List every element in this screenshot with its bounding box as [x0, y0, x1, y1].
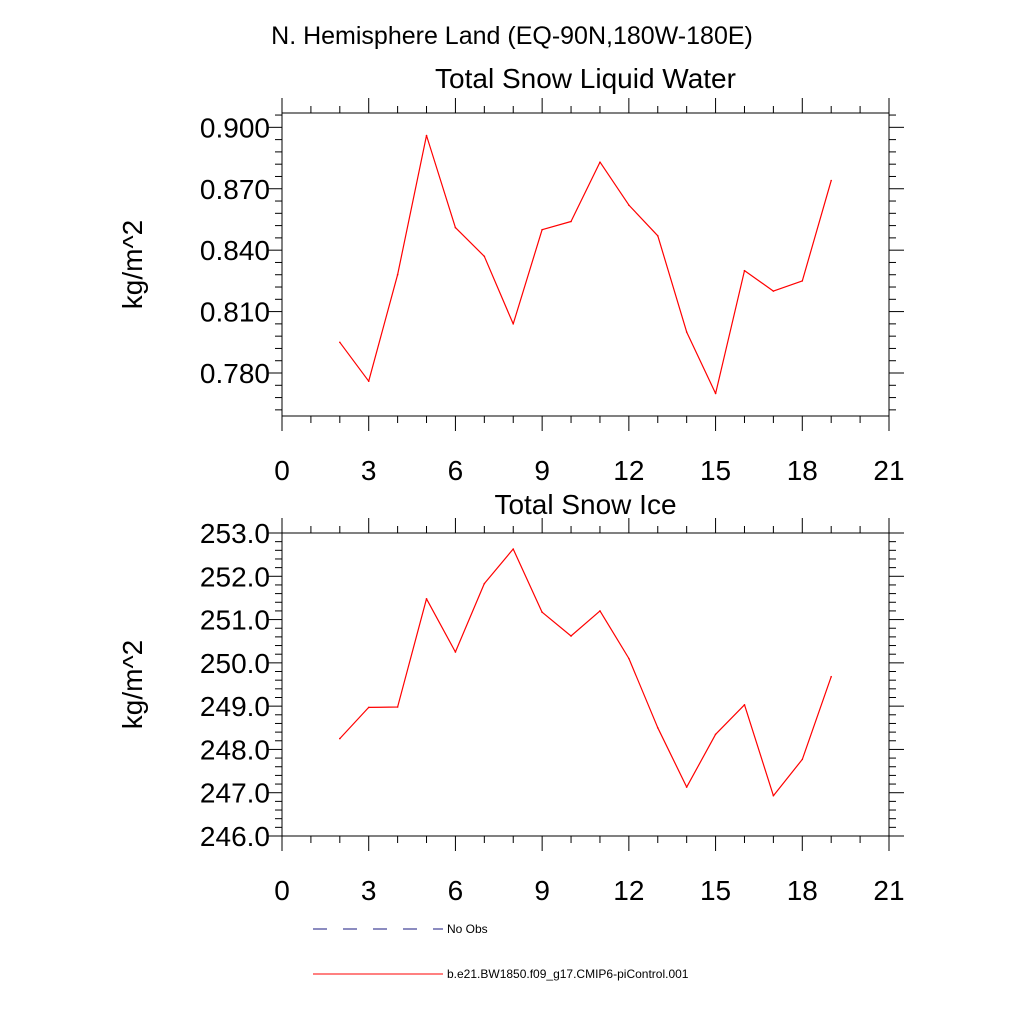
data-point — [512, 323, 515, 325]
data-point — [570, 635, 572, 637]
panel-title: Total Snow Liquid Water — [435, 63, 736, 94]
panel-title: Total Snow Ice — [494, 489, 676, 520]
figure-suptitle: N. Hemisphere Land (EQ-90N,180W-180E) — [271, 22, 753, 50]
x-tick-label: 9 — [534, 875, 550, 906]
data-point — [396, 273, 399, 276]
y-tick-label: 249.0 — [200, 691, 270, 722]
data-point — [801, 280, 804, 282]
legend: No Obs b.e21.BW1850.f09_g17.CMIP6-piContr… — [313, 922, 689, 981]
data-point — [483, 582, 486, 585]
data-point — [656, 235, 659, 237]
plot-frame — [281, 112, 890, 417]
data-point — [801, 758, 804, 761]
series-line — [339, 134, 832, 395]
legend-label: No Obs — [447, 922, 488, 936]
chart-panel-1: Total Snow Liquid Water 0 3 6 9 12 15 18 21 0.780… — [117, 63, 905, 486]
data-point — [512, 548, 515, 550]
data-point — [367, 380, 370, 382]
y-tick-label: 0.900 — [200, 112, 270, 143]
chart-panel-2: Total Snow Ice 0 3 6 9 12 15 18 21 246.0 247.0 248.… — [117, 489, 905, 906]
data-point — [830, 179, 832, 182]
data-point — [339, 341, 341, 344]
y-tick-label: 0.870 — [200, 174, 270, 205]
x-tick-label: 3 — [361, 875, 377, 906]
legend-label: b.e21.BW1850.f09_g17.CMIP6-piControl.001 — [447, 967, 689, 981]
y-tick-label: 251.0 — [200, 605, 270, 636]
data-point — [628, 204, 630, 206]
y-tick-label: 246.0 — [200, 821, 270, 852]
data-point — [628, 657, 630, 660]
y-tick-label: 252.0 — [200, 561, 270, 592]
data-point — [743, 704, 746, 706]
y-tick-label: 250.0 — [200, 648, 270, 679]
data-point — [599, 610, 601, 612]
data-point — [454, 226, 457, 229]
x-tick-label: 18 — [787, 455, 818, 486]
data-point — [541, 228, 543, 231]
data-point — [339, 737, 341, 740]
data-point — [396, 706, 399, 708]
y-tick-label: 0.780 — [200, 358, 270, 389]
series-line — [339, 548, 832, 797]
data-point — [454, 651, 457, 653]
data-point — [685, 331, 688, 333]
y-axis-label: kg/m^2 — [117, 220, 148, 309]
y-tick-label: 0.810 — [200, 297, 270, 328]
y-tick-label: 247.0 — [200, 778, 270, 809]
x-tick-label: 18 — [787, 875, 818, 906]
data-point — [685, 786, 688, 788]
data-point — [656, 726, 659, 729]
x-tick-label: 3 — [361, 455, 377, 486]
x-tick-label: 6 — [448, 875, 464, 906]
y-tick-label: 253.0 — [200, 518, 270, 549]
data-point — [830, 675, 832, 678]
x-tick-label: 0 — [274, 455, 290, 486]
x-tick-label: 12 — [613, 875, 644, 906]
data-point — [714, 392, 717, 395]
data-point — [367, 706, 370, 709]
data-point — [425, 597, 428, 600]
plot-frame — [281, 532, 890, 837]
x-tick-label: 9 — [534, 455, 550, 486]
x-tick-label: 6 — [448, 455, 464, 486]
x-tick-label: 15 — [700, 455, 731, 486]
data-point — [541, 611, 543, 614]
data-point — [599, 161, 601, 163]
y-tick-label: 248.0 — [200, 734, 270, 765]
data-point — [570, 220, 572, 223]
x-tick-label: 21 — [873, 875, 904, 906]
x-tick-label: 21 — [873, 455, 904, 486]
x-tick-label: 0 — [274, 875, 290, 906]
data-point — [743, 269, 746, 272]
data-point — [425, 134, 428, 137]
data-point — [714, 733, 717, 736]
y-axis-label: kg/m^2 — [117, 640, 148, 729]
x-tick-label: 15 — [700, 875, 731, 906]
x-tick-label: 12 — [613, 455, 644, 486]
data-point — [483, 255, 486, 258]
y-tick-label: 0.840 — [200, 235, 270, 266]
data-point — [772, 794, 775, 797]
data-point — [772, 290, 775, 292]
